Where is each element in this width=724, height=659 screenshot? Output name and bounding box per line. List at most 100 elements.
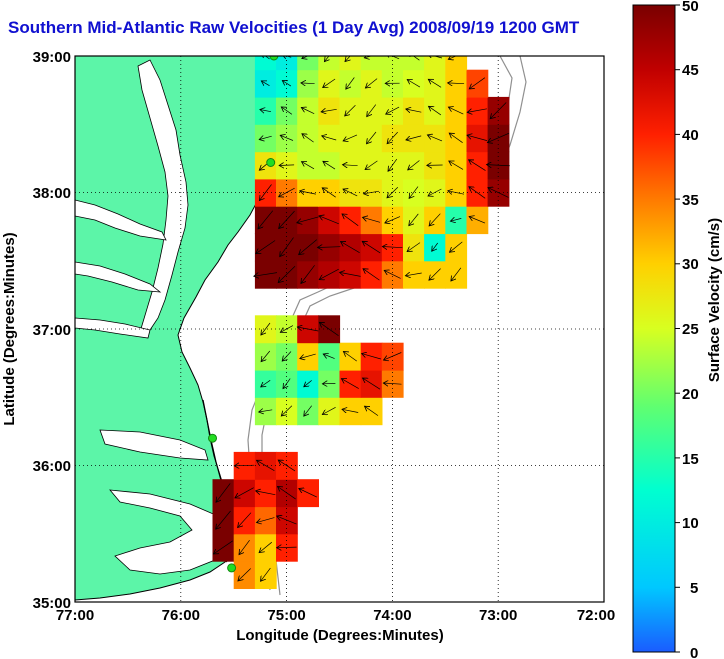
- x-tick-label: 75:00: [267, 607, 305, 624]
- velocity-arrow: [258, 210, 274, 229]
- velocity-arrow: [428, 79, 442, 88]
- y-tick-label: 37:00: [33, 322, 71, 339]
- velocity-arrow: [345, 105, 356, 116]
- radar-station-marker: [269, 56, 279, 61]
- velocity-arrow: [408, 160, 420, 170]
- velocity-cell: [318, 69, 341, 98]
- velocity-arrow: [427, 135, 443, 142]
- velocity-arrow: [428, 188, 442, 196]
- velocity-cell: [403, 56, 425, 71]
- velocity-arrow: [387, 131, 398, 144]
- velocity-arrow: [259, 136, 272, 139]
- velocity-arrow: [448, 107, 464, 115]
- velocity-arrow: [302, 56, 309, 59]
- velocity-cell: [276, 533, 298, 562]
- pamlico-sound: [109, 489, 227, 575]
- velocity-arrow: [280, 237, 294, 257]
- radar-station-marker: [266, 158, 276, 167]
- velocity-arrow: [469, 160, 486, 171]
- velocity-arrow: [406, 109, 422, 112]
- y-axis: 39:00 38:00 37:00 36:00 35:00 Latitude (…: [1, 49, 71, 612]
- velocity-cell: [360, 69, 383, 98]
- velocity-arrow: [487, 132, 510, 142]
- velocity-arrow: [469, 187, 486, 199]
- velocity-arrow: [487, 165, 510, 166]
- velocity-cell: [212, 479, 235, 508]
- velocity-cell: [254, 178, 277, 207]
- colorbar: 50 45 40 35 30 25 20 15 10 5 0 Surface V…: [632, 0, 723, 659]
- velocity-cell: [318, 397, 341, 426]
- velocity-arrow: [449, 133, 463, 143]
- velocity-arrow: [346, 77, 355, 90]
- velocity-cell: [276, 233, 298, 262]
- velocity-arrow: [257, 460, 275, 472]
- velocity-arrow: [261, 56, 270, 60]
- velocity-cell: [445, 233, 468, 262]
- velocity-arrow: [234, 465, 255, 466]
- velocity-cell: [318, 56, 341, 71]
- velocity-cell: [339, 124, 362, 153]
- velocity-cell: [254, 124, 277, 153]
- velocity-cell: [297, 206, 319, 235]
- velocity-arrow: [257, 517, 275, 523]
- velocity-arrow: [278, 265, 296, 282]
- velocity-arrow: [362, 354, 381, 360]
- velocity-cell: [318, 260, 341, 289]
- velocity-arrow: [409, 213, 419, 226]
- velocity-arrow: [429, 106, 442, 116]
- velocity-cell: [254, 233, 277, 262]
- velocity-cell: [487, 124, 510, 153]
- velocity-arrow: [235, 487, 254, 498]
- velocity-cell: [297, 342, 319, 371]
- velocity-arrow: [239, 539, 250, 554]
- velocity-arrow: [281, 107, 293, 115]
- velocity-arrow: [341, 242, 360, 254]
- velocity-arrow: [304, 405, 312, 416]
- x-axis-label: Longitude (Degrees:Minutes): [236, 627, 444, 644]
- velocity-cell: [297, 260, 319, 289]
- velocity-arrow: [297, 216, 319, 223]
- velocity-cell: [381, 96, 404, 125]
- velocity-arrow: [238, 568, 251, 581]
- velocity-arrow: [279, 210, 295, 228]
- velocity-arrow: [301, 83, 315, 84]
- velocity-arrow: [362, 241, 381, 254]
- velocity-vectors: [213, 56, 510, 581]
- x-axis: 77:00 76:00 75:00 74:00 73:00 72:00 Long…: [56, 607, 615, 644]
- velocity-arrow: [490, 102, 507, 119]
- velocity-arrow: [281, 405, 293, 416]
- x-tick-label: 77:00: [56, 607, 94, 624]
- velocity-arrow: [427, 56, 443, 59]
- velocity-arrow: [278, 460, 296, 472]
- velocity-arrow: [213, 540, 233, 554]
- velocity-arrow: [301, 265, 315, 283]
- velocity-arrow: [365, 78, 378, 88]
- y-tick-label: 35:00: [33, 595, 71, 612]
- velocity-arrow: [343, 189, 358, 197]
- velocity-arrow: [319, 268, 339, 279]
- velocity-cell: [445, 260, 468, 289]
- velocity-arrow: [343, 165, 358, 166]
- velocity-cell: [297, 233, 319, 262]
- velocity-arrow: [469, 217, 486, 224]
- velocity-cell: [466, 69, 489, 98]
- velocity-arrow: [321, 109, 337, 112]
- velocity-arrow: [299, 239, 318, 255]
- velocity-cell: [254, 369, 277, 398]
- velocity-arrow: [448, 83, 465, 84]
- y-tick-label: 38:00: [33, 185, 71, 202]
- velocity-arrow: [341, 379, 359, 389]
- velocity-cell: [403, 206, 425, 235]
- velocity-cell: [381, 151, 404, 180]
- velocity-arrow: [216, 510, 231, 529]
- velocity-cell: [254, 533, 277, 562]
- colorbar-tick-label: 15: [682, 451, 699, 468]
- colorbar-tick-label: 25: [682, 321, 699, 338]
- radar-station-marker: [227, 563, 237, 573]
- velocity-cell: [381, 56, 404, 71]
- velocity-cell: [339, 69, 362, 98]
- velocity-cell: [360, 96, 383, 125]
- rappahannock-river: [75, 261, 162, 293]
- velocity-cell: [254, 342, 277, 371]
- x-tick-label: 73:00: [479, 607, 517, 624]
